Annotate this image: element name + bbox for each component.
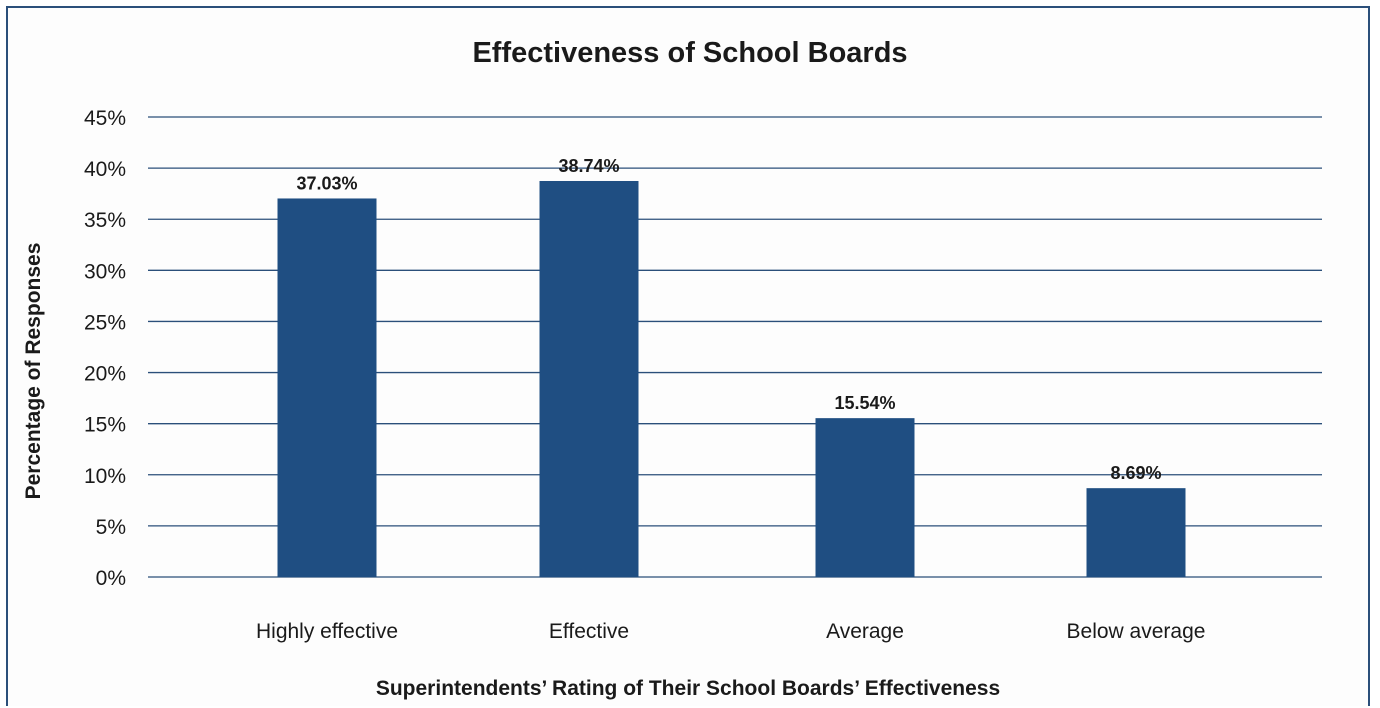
data-label: 38.74%: [558, 156, 619, 176]
data-label: 8.69%: [1110, 463, 1161, 483]
x-axis-title: Superintendents’ Rating of Their School …: [376, 677, 1000, 700]
y-tick-label: 5%: [96, 516, 126, 539]
y-tick-label: 10%: [84, 465, 126, 488]
data-labels: 37.03% 38.74% 15.54% 8.69%: [296, 156, 1161, 483]
data-label: 15.54%: [834, 393, 895, 413]
bar: [1086, 488, 1186, 577]
y-tick-label: 25%: [84, 311, 126, 334]
y-tick-label: 20%: [84, 363, 126, 386]
y-tick-label: 40%: [84, 158, 126, 181]
x-tick-label: Below average: [1067, 620, 1206, 643]
y-tick-label: 30%: [84, 260, 126, 283]
y-tick-labels: 0% 5% 10% 15% 20% 25% 30% 35% 40% 45%: [84, 107, 126, 590]
data-label: 37.03%: [296, 173, 357, 193]
bar: [815, 418, 915, 577]
y-tick-label: 15%: [84, 414, 126, 437]
chart-frame: [6, 6, 1370, 706]
x-tick-label: Average: [826, 620, 904, 643]
x-tick-label: Effective: [549, 620, 629, 643]
x-tick-labels: Highly effective Effective Average Below av…: [256, 620, 1205, 643]
x-tick-label: Highly effective: [256, 620, 398, 643]
bar: [539, 180, 639, 578]
y-tick-label: 35%: [84, 209, 126, 232]
chart-title: Effectiveness of School Boards: [472, 37, 907, 69]
y-tick-label: 0%: [96, 567, 126, 590]
y-tick-label: 45%: [84, 107, 126, 130]
y-axis-title: Percentage of Responses: [22, 243, 45, 500]
bars: [277, 180, 1186, 578]
bar: [277, 198, 377, 577]
